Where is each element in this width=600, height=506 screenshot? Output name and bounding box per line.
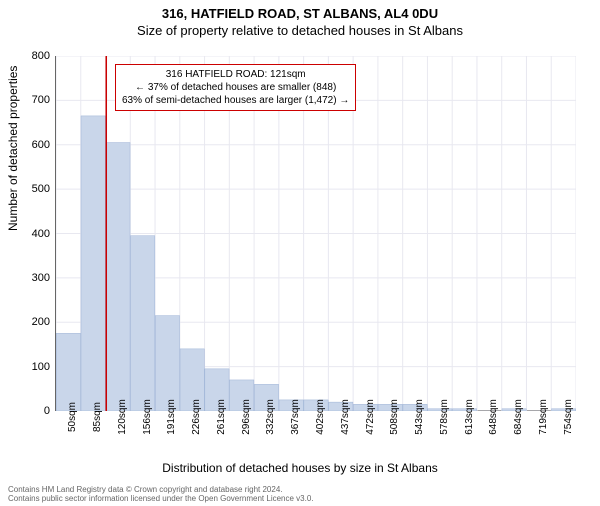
ytick-label: 0 xyxy=(10,405,50,417)
xtick-label: 191sqm xyxy=(166,399,177,435)
xtick-label: 543sqm xyxy=(414,399,425,435)
xtick-label: 296sqm xyxy=(241,399,252,435)
xtick-label: 578sqm xyxy=(439,399,450,435)
xtick-label: 50sqm xyxy=(67,402,78,432)
xtick-label: 684sqm xyxy=(513,399,524,435)
annotation-box: 316 HATFIELD ROAD: 121sqm ← 37% of detac… xyxy=(115,64,356,111)
xtick-label: 508sqm xyxy=(389,399,400,435)
subtitle: Size of property relative to detached ho… xyxy=(0,23,600,38)
xtick-label: 120sqm xyxy=(117,399,128,435)
xtick-label: 437sqm xyxy=(340,399,351,435)
annotation-line2: ← 37% of detached houses are smaller (84… xyxy=(122,81,349,94)
xtick-label: 332sqm xyxy=(265,399,276,435)
ytick-label: 300 xyxy=(10,272,50,284)
footnote: Contains HM Land Registry data © Crown c… xyxy=(8,485,314,504)
page-title: 316, HATFIELD ROAD, ST ALBANS, AL4 0DU xyxy=(0,6,600,21)
xtick-label: 719sqm xyxy=(538,399,549,435)
xtick-label: 402sqm xyxy=(315,399,326,435)
xtick-label: 85sqm xyxy=(92,402,103,432)
ytick-label: 100 xyxy=(10,361,50,373)
ytick-label: 800 xyxy=(10,50,50,62)
annotation-line3: 63% of semi-detached houses are larger (… xyxy=(122,94,349,107)
ytick-label: 200 xyxy=(10,316,50,328)
annotation-line1: 316 HATFIELD ROAD: 121sqm xyxy=(122,68,349,81)
footnote-line1: Contains HM Land Registry data © Crown c… xyxy=(8,485,314,495)
xtick-label: 754sqm xyxy=(563,399,574,435)
xtick-label: 261sqm xyxy=(216,399,227,435)
xaxis-title: Distribution of detached houses by size … xyxy=(0,461,600,475)
xtick-label: 367sqm xyxy=(290,399,301,435)
xtick-label: 472sqm xyxy=(365,399,376,435)
xtick-label: 613sqm xyxy=(464,399,475,435)
xtick-label: 226sqm xyxy=(191,399,202,435)
yaxis-title: Number of detached properties xyxy=(6,66,20,231)
xtick-label: 156sqm xyxy=(142,399,153,435)
footnote-line2: Contains public sector information licen… xyxy=(8,494,314,504)
xtick-label: 648sqm xyxy=(488,399,499,435)
